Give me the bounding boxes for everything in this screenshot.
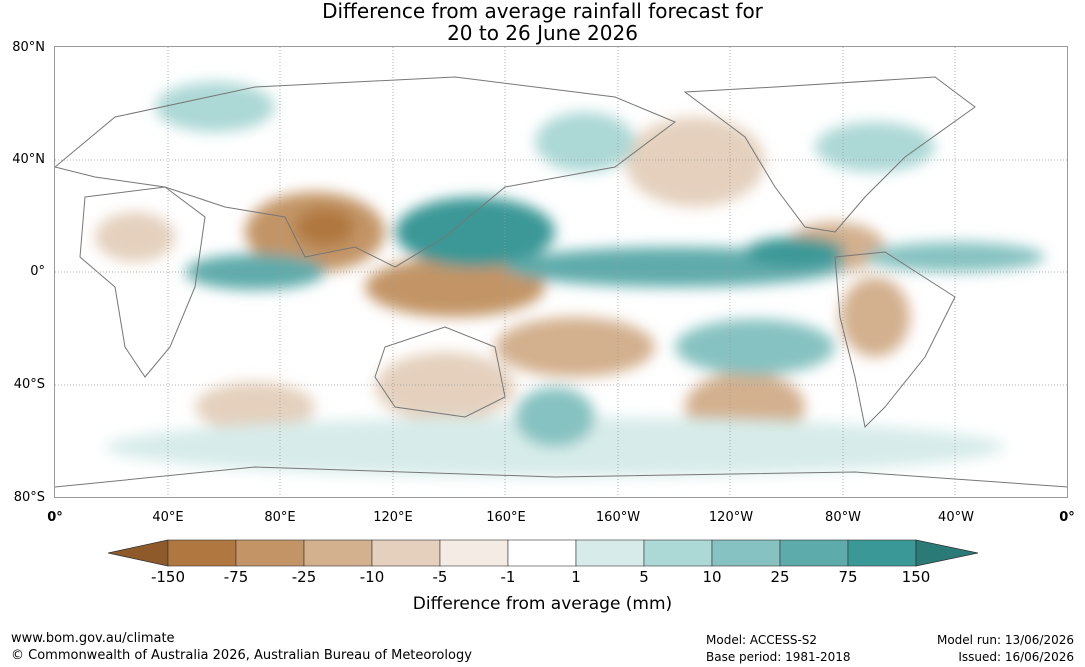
colorbar-extend-high bbox=[915, 539, 978, 567]
wet-region-siberia bbox=[155, 82, 275, 132]
coastline-north-america bbox=[683, 76, 976, 233]
dry-region-north-pacific bbox=[625, 117, 765, 207]
wet-region-north-pacific bbox=[535, 112, 635, 172]
colorbar-segment bbox=[779, 539, 849, 567]
colorbar-segment bbox=[371, 539, 441, 567]
rainfall-anomaly-map bbox=[55, 47, 1068, 498]
footer-base-period: Base period: 1981-2018 bbox=[706, 650, 851, 664]
coastlines bbox=[55, 76, 1068, 488]
map-title-line-2: 20 to 26 June 2026 bbox=[447, 21, 638, 45]
dry-region-bay-of-bengal bbox=[295, 207, 355, 247]
colorbar-tick-label: -150 bbox=[150, 568, 186, 586]
wet-region-west-pacific bbox=[395, 197, 555, 267]
colorbar-segment bbox=[439, 539, 509, 567]
colorbar-tick-label: -25 bbox=[291, 568, 317, 586]
lat-label-40n: 40°N bbox=[12, 152, 45, 167]
lon-label-0-right: 0° bbox=[1059, 510, 1075, 525]
colorbar-tick-label: -5 bbox=[432, 568, 448, 586]
lat-label-0: 0° bbox=[30, 264, 45, 279]
wet-region-equatorial-indian bbox=[185, 254, 325, 290]
colorbar-segment bbox=[711, 539, 781, 567]
footer-copyright: © Commonwealth of Australia 2026, Austra… bbox=[11, 648, 472, 663]
dry-region-south-america bbox=[840, 277, 910, 357]
lon-label-80e: 80°E bbox=[264, 510, 296, 525]
lat-label-80n: 80°N bbox=[12, 40, 45, 55]
wet-region-east-pacific bbox=[745, 237, 845, 267]
colorbar-segment bbox=[643, 539, 713, 567]
lon-label-40e: 40°E bbox=[152, 510, 184, 525]
footer-model-run: Model run: 13/06/2026 bbox=[936, 633, 1074, 647]
dry-region-australia bbox=[375, 352, 515, 422]
graticule bbox=[55, 47, 1068, 498]
colorbar-extend-low bbox=[108, 539, 169, 567]
lon-label-0-left: 0° bbox=[47, 510, 63, 525]
footer-issued: Issued: 16/06/2026 bbox=[958, 650, 1074, 664]
colorbar-segment bbox=[167, 539, 237, 567]
colorbar-tick-label: -1 bbox=[500, 568, 516, 586]
colorbar-tick-label: -75 bbox=[223, 568, 249, 586]
footer-model: Model: ACCESS-S2 bbox=[706, 633, 818, 647]
colorbar-tick-label: -10 bbox=[359, 568, 385, 586]
anomaly-shading bbox=[95, 82, 1045, 477]
wet-region-south-pacific bbox=[675, 319, 835, 375]
lon-label-120w: 120°W bbox=[708, 510, 754, 525]
lat-label-80s: 80°S bbox=[13, 490, 45, 505]
wet-region-tasman bbox=[515, 387, 595, 447]
colorbar-segment bbox=[847, 539, 917, 567]
colorbar-tick-label: 1 bbox=[571, 568, 581, 586]
colorbar-segment bbox=[507, 539, 577, 567]
coastline-eurasia bbox=[55, 76, 676, 268]
colorbar-tick-label: 10 bbox=[702, 568, 722, 586]
dry-region-south-indian bbox=[195, 382, 315, 432]
lat-label-40s: 40°S bbox=[13, 377, 45, 392]
colorbar-tick-label: 25 bbox=[770, 568, 790, 586]
colorbar-tick-label: 5 bbox=[639, 568, 649, 586]
coastline-south-america bbox=[834, 251, 956, 429]
wet-region-north-atlantic bbox=[815, 122, 935, 172]
coastline-australia bbox=[374, 326, 506, 418]
lon-label-160e: 160°E bbox=[486, 510, 526, 525]
lon-label-160w: 160°W bbox=[595, 510, 641, 525]
colorbar-label: Difference from average (mm) bbox=[412, 594, 673, 614]
colorbar-segment bbox=[235, 539, 305, 567]
footer-website: www.bom.gov.au/climate bbox=[11, 631, 175, 646]
lon-label-120e: 120°E bbox=[373, 510, 413, 525]
coastline-antarctica bbox=[55, 466, 1068, 488]
colorbar-segment bbox=[575, 539, 645, 567]
lon-label-40w: 40°W bbox=[938, 510, 974, 525]
dry-region-east-pacific-south bbox=[495, 317, 655, 377]
lon-label-80w: 80°W bbox=[825, 510, 861, 525]
colorbar bbox=[108, 539, 978, 567]
dry-region-west-africa bbox=[95, 212, 175, 262]
colorbar-tick-label: 75 bbox=[838, 568, 858, 586]
colorbar-segment bbox=[303, 539, 373, 567]
colorbar-tick-label: 150 bbox=[901, 568, 931, 586]
map-title-line-1: Difference from average rainfall forecas… bbox=[322, 0, 763, 23]
